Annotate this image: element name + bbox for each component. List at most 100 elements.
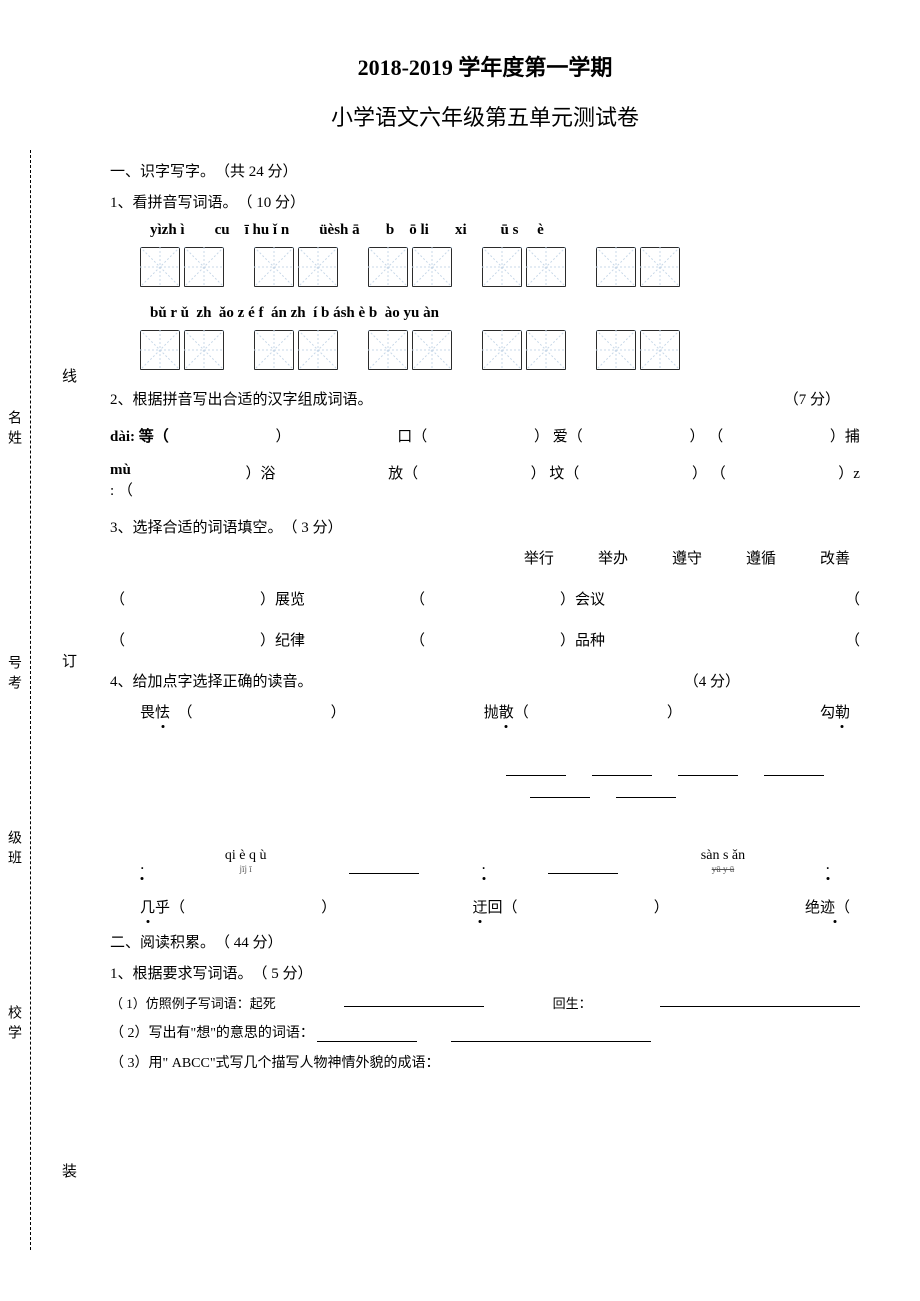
spacer <box>770 784 830 798</box>
pinyin-choice-2: sàn s ǎn yū y ū <box>701 848 745 874</box>
q2-l1-f: ）捕 <box>830 425 860 446</box>
char-pair <box>140 247 224 287</box>
tianzige-box <box>482 247 522 287</box>
q3-r2e: （ <box>710 629 860 650</box>
q3-w5: 改善 <box>820 547 850 568</box>
q4-score: （4 分） <box>684 670 740 691</box>
dot-marker: . <box>136 856 148 874</box>
char-pair <box>140 330 224 370</box>
side-label-ming: 名 <box>3 410 23 424</box>
underline <box>764 762 824 776</box>
q4-w3: 勾勒 <box>820 701 850 722</box>
underline <box>451 1028 651 1042</box>
underline <box>660 993 860 1007</box>
q2-l1-b: ） <box>275 425 290 446</box>
underline-row-b <box>110 784 860 798</box>
underline <box>506 762 566 776</box>
char-pair <box>254 247 338 287</box>
tianzige-box <box>368 330 408 370</box>
char-box-row2 <box>140 330 860 370</box>
char-pair <box>596 330 680 370</box>
q4-r2w6: ） <box>654 896 669 917</box>
q4-r2w1: 几 <box>140 896 155 917</box>
underline <box>317 1028 417 1042</box>
s2q1-header: 1、根据要求写词语。 （ 5 分） <box>110 962 860 983</box>
q4-r2w4: 迂 <box>472 896 487 917</box>
py1: qi è q ù <box>225 848 267 864</box>
q3-header: 3、选择合适的词语填空。 （ 3 分） <box>110 516 860 537</box>
tianzige-box <box>368 247 408 287</box>
binding-margin: 线 名 姓 订 号 考 级 班 校 学 装 <box>0 150 95 1250</box>
q3-w4: 遵循 <box>746 547 776 568</box>
q2-text: 2、根据拼音写出合适的汉字组成词语。 <box>110 392 373 408</box>
tianzige-box <box>298 247 338 287</box>
dot-marker: . <box>822 856 834 874</box>
tianzige-box <box>298 330 338 370</box>
py2: sàn s ǎn <box>701 848 745 864</box>
section2-header: 二、阅读积累。 （ 44 分） <box>110 931 860 952</box>
q2-mu: mù : （ <box>110 462 133 500</box>
q2-header: 2、根据拼音写出合适的汉字组成词语。 （7 分） <box>110 388 860 409</box>
q4-r2w7: 绝 <box>805 900 820 916</box>
pinyin-choice-1: qi è q ù jīj ī <box>225 848 267 874</box>
tianzige-box <box>482 330 522 370</box>
s2q1-l1: （ 1）仿照例子写词语：起死 回生： <box>110 993 860 1012</box>
q4-w2b: 抛 <box>484 705 499 721</box>
q2-l1-c: 口（ <box>397 425 427 446</box>
py1b: jīj ī <box>225 864 267 874</box>
q4-r2-2: 迂回（ <box>472 896 517 917</box>
q4-r2w2: 乎（ <box>155 900 185 916</box>
q4-w1: 畏怯 （ <box>140 701 193 722</box>
dot-marker: . <box>478 856 490 874</box>
underline <box>592 762 652 776</box>
q4-w2c-dot: 散 <box>499 701 514 722</box>
char-box-row1 <box>140 247 860 287</box>
q3-w3: 遵守 <box>672 547 702 568</box>
side-char-ding: 订 <box>62 650 77 671</box>
py2b: yū y ū <box>701 864 745 874</box>
q2-l1-d: ） 爱（ <box>534 425 583 446</box>
q3-r2d: ）品种 <box>560 629 710 650</box>
s2q1-l1a: （ 1）仿照例子写词语：起死 <box>110 993 276 1012</box>
title-main: 2018-2019 学年度第一学期 <box>110 50 860 82</box>
q2-line1: dài: 等（ ） 口（ ） 爱（ ） （ ）捕 <box>110 425 860 446</box>
tianzige-box <box>640 247 680 287</box>
underline-row-a <box>110 762 860 776</box>
s2q1-l1b: 回生： <box>553 993 592 1012</box>
q4-w3b-dot: 勒 <box>835 701 850 722</box>
side-char-xian: 线 <box>62 365 77 386</box>
q4-pinyin-choices: . qi è q ù jīj ī . sàn s ǎn yū y ū . <box>110 848 860 874</box>
char-pair <box>368 330 452 370</box>
q3-w1: 举行 <box>524 547 554 568</box>
side-label-ban: 班 <box>3 850 23 864</box>
q2-l2-b: ）浴 <box>245 462 275 500</box>
q4-w2a: ） <box>331 701 346 722</box>
q4-header: 4、给加点字选择正确的读音。 （4 分） <box>110 670 860 691</box>
side-label-kao: 考 <box>3 675 23 689</box>
side-label-ji: 级 <box>3 830 23 844</box>
q3-r2b: ）纪律 <box>260 629 410 650</box>
q3-r1d: ）会议 <box>560 588 710 609</box>
q4-row1: 畏怯 （ ） 抛散（ ） 勾勒 <box>110 701 860 722</box>
tianzige-box <box>254 247 294 287</box>
dashed-line <box>30 150 31 1250</box>
q4-r2w5: 回（ <box>488 900 518 916</box>
tianzige-box <box>254 330 294 370</box>
s2q1-l3: （ 3）用" ABCC"式写几个描写人物神情外貌的成语： <box>110 1052 860 1072</box>
tianzige-box <box>412 330 452 370</box>
q4-w2e: ） <box>667 701 682 722</box>
tianzige-box <box>184 330 224 370</box>
underline <box>349 860 419 874</box>
underline <box>344 993 484 1007</box>
pinyin-row1: yìzh ì cu ī hu ǐ n üèsh ā b ō li xi ū s … <box>150 222 860 239</box>
side-label-xiao: 校 <box>3 1005 23 1019</box>
q3-w2: 举办 <box>598 547 628 568</box>
char-pair <box>254 330 338 370</box>
tianzige-box <box>640 330 680 370</box>
q3-r1c: （ <box>410 588 560 609</box>
q2-line2: mù : （ ）浴 放（ ） 坟（ ） （ ）z <box>110 462 860 500</box>
char-pair <box>368 247 452 287</box>
side-label-xue: 学 <box>3 1025 23 1039</box>
q2-mu-label: mù <box>110 462 131 478</box>
underline <box>616 784 676 798</box>
